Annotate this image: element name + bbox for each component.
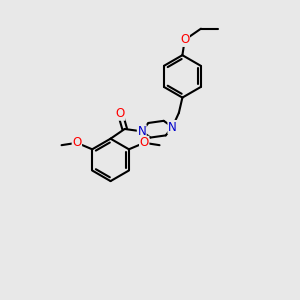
Text: N: N: [168, 121, 177, 134]
Text: N: N: [137, 125, 146, 138]
Text: O: O: [180, 33, 189, 46]
Text: O: O: [116, 107, 125, 120]
Text: O: O: [72, 136, 82, 149]
Text: O: O: [140, 136, 149, 149]
